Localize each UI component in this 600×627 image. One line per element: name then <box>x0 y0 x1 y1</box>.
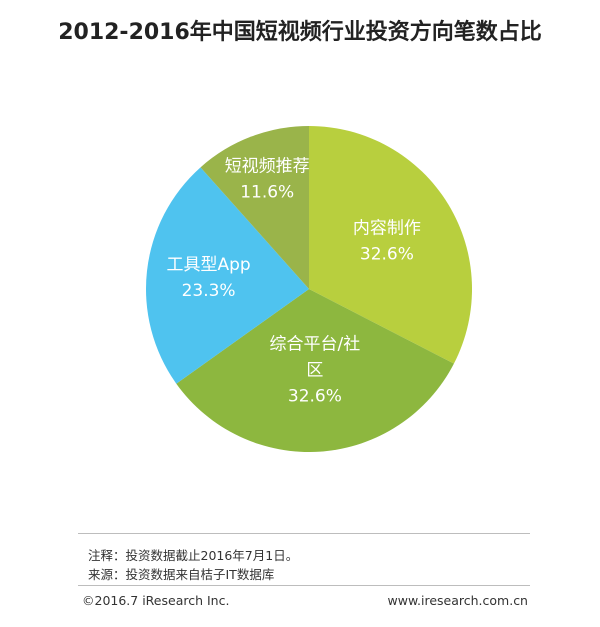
copyright-text: ©2016.7 iResearch Inc. <box>82 593 230 608</box>
slice-category-label-2: 工具型App <box>166 255 250 275</box>
slice-category-label-1: 综合平台/社 <box>270 334 361 354</box>
footer-divider-bottom <box>78 585 530 586</box>
source-text: 来源：投资数据来自桔子IT数据库 <box>88 567 275 582</box>
chart-title: 2012-2016年中国短视频行业投资方向笔数占比 <box>58 20 542 45</box>
pie-slice-1 <box>176 289 454 453</box>
note-text: 注释：投资数据截止2016年7月1日。 <box>88 548 299 563</box>
slice-category-label-1: 区 <box>306 360 323 380</box>
pie-slice-2 <box>145 167 309 384</box>
footer-divider-top <box>78 533 530 534</box>
slice-value-label-0: 32.6% <box>360 245 414 265</box>
slice-category-label-0: 内容制作 <box>353 219 421 239</box>
slice-value-label-2: 23.3% <box>182 281 236 301</box>
slice-category-label-3: 短视频推荐 <box>225 156 310 176</box>
website-text: www.iresearch.com.cn <box>387 593 529 608</box>
pie-slice-3 <box>200 126 309 289</box>
pie-slice-0 <box>309 126 473 364</box>
slice-value-label-3: 11.6% <box>240 182 294 202</box>
slice-value-label-1: 32.6% <box>288 386 342 406</box>
